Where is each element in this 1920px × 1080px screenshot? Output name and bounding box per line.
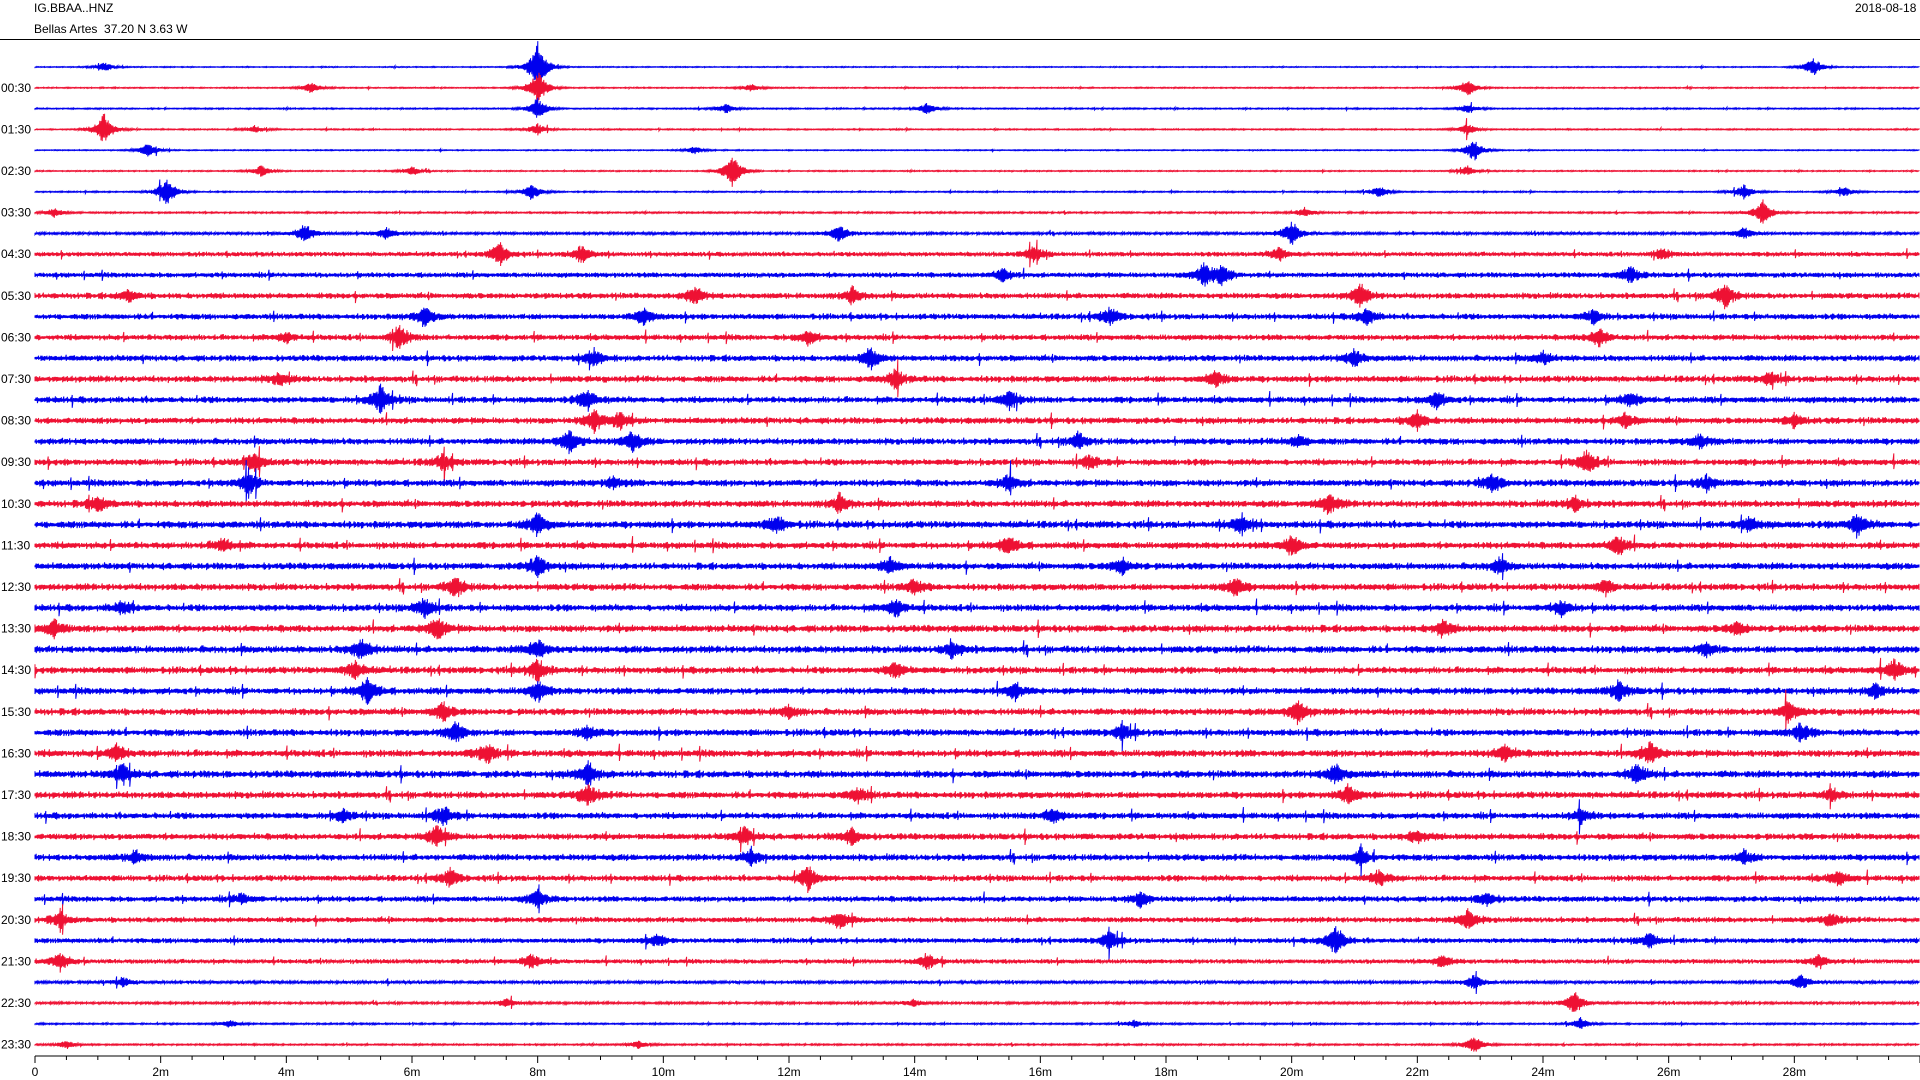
x-tick-label: 0 bbox=[32, 1065, 39, 1079]
trace-21:30 bbox=[34, 952, 1920, 973]
x-tick-label: 4m bbox=[278, 1065, 295, 1079]
x-tick-label: 8m bbox=[529, 1065, 546, 1079]
row-label-00:30: 00:30 bbox=[1, 81, 31, 95]
header-divider bbox=[0, 39, 1920, 40]
station-location: Bellas Artes 37.20 N 3.63 W bbox=[34, 22, 188, 36]
trace-23:30 bbox=[34, 1037, 1920, 1052]
row-label-15:30: 15:30 bbox=[1, 705, 31, 719]
row-label-13:30: 13:30 bbox=[1, 622, 31, 636]
x-tick-label: 24m bbox=[1531, 1065, 1554, 1079]
trace-13:00 bbox=[34, 597, 1920, 620]
trace-00:30 bbox=[34, 72, 1920, 103]
x-tick-label: 28m bbox=[1783, 1065, 1806, 1079]
trace-18:30 bbox=[34, 825, 1920, 853]
x-tick-label: 26m bbox=[1657, 1065, 1680, 1079]
row-label-21:30: 21:30 bbox=[1, 954, 31, 968]
x-tick-label: 20m bbox=[1280, 1065, 1303, 1079]
row-label-09:30: 09:30 bbox=[1, 455, 31, 469]
row-label-01:30: 01:30 bbox=[1, 122, 31, 136]
trace-19:30 bbox=[34, 866, 1920, 894]
x-tick-label: 6m bbox=[404, 1065, 421, 1079]
row-label-03:30: 03:30 bbox=[1, 206, 31, 220]
trace-02:30 bbox=[34, 157, 1920, 187]
trace-07:00 bbox=[34, 346, 1920, 371]
trace-19:00 bbox=[34, 843, 1920, 879]
row-label-group: 00:30 01:30 02:30 03:30 04:30 05:30 06:30 07:30… bbox=[1, 81, 31, 1052]
trace-03:30 bbox=[34, 199, 1920, 224]
trace-20:00 bbox=[34, 884, 1920, 914]
x-tick-label: 10m bbox=[652, 1065, 675, 1079]
row-label-16:30: 16:30 bbox=[1, 746, 31, 760]
trace-08:00 bbox=[34, 383, 1920, 414]
row-label-22:30: 22:30 bbox=[1, 996, 31, 1010]
trace-03:00 bbox=[34, 179, 1920, 204]
x-tick-label: 16m bbox=[1029, 1065, 1052, 1079]
trace-08:30 bbox=[34, 409, 1920, 435]
row-label-11:30: 11:30 bbox=[1, 538, 30, 552]
trace-06:00 bbox=[34, 306, 1920, 328]
row-label-10:30: 10:30 bbox=[1, 497, 31, 511]
trace-04:00 bbox=[34, 221, 1920, 245]
trace-22:30 bbox=[34, 992, 1920, 1012]
trace-11:00 bbox=[34, 512, 1920, 539]
row-label-12:30: 12:30 bbox=[1, 580, 31, 594]
row-label-17:30: 17:30 bbox=[1, 788, 31, 802]
row-label-19:30: 19:30 bbox=[1, 871, 31, 885]
trace-07:30 bbox=[34, 359, 1920, 398]
trace-13:30 bbox=[34, 618, 1920, 640]
trace-20:30 bbox=[34, 904, 1920, 935]
trace-06:30 bbox=[34, 324, 1920, 352]
row-label-04:30: 04:30 bbox=[1, 247, 31, 261]
x-tick-label: 12m bbox=[777, 1065, 800, 1079]
row-label-06:30: 06:30 bbox=[1, 330, 31, 344]
trace-16:00 bbox=[34, 719, 1920, 752]
trace-11:30 bbox=[34, 534, 1920, 556]
trace-17:00 bbox=[34, 760, 1920, 789]
trace-05:30 bbox=[34, 283, 1920, 310]
trace-group bbox=[34, 41, 1920, 1052]
trace-04:30 bbox=[34, 239, 1920, 268]
trace-02:00 bbox=[34, 141, 1920, 161]
trace-15:30 bbox=[34, 689, 1920, 730]
trace-22:00 bbox=[34, 970, 1920, 995]
trace-09:00 bbox=[34, 430, 1920, 455]
row-label-08:30: 08:30 bbox=[1, 414, 31, 428]
trace-16:30 bbox=[34, 741, 1920, 765]
trace-01:00 bbox=[34, 97, 1920, 118]
trace-10:00 bbox=[34, 460, 1920, 502]
trace-17:30 bbox=[34, 783, 1920, 810]
trace-09:30 bbox=[34, 446, 1920, 485]
x-tick-label: 18m bbox=[1154, 1065, 1177, 1079]
row-label-14:30: 14:30 bbox=[1, 663, 31, 677]
trace-15:00 bbox=[34, 677, 1920, 705]
trace-18:00 bbox=[34, 799, 1920, 835]
trace-12:30 bbox=[34, 577, 1920, 598]
row-label-23:30: 23:30 bbox=[1, 1038, 31, 1052]
trace-21:00 bbox=[34, 926, 1920, 962]
trace-00:00 bbox=[34, 41, 1920, 84]
row-label-20:30: 20:30 bbox=[1, 913, 31, 927]
time-axis: 0 2m 4m 6m 8m 10m 12m 14m 16m 18m 20m 22m 24m 26m 28m bbox=[32, 1055, 1920, 1079]
plot-date: 2018-08-18 bbox=[1855, 1, 1917, 15]
row-label-18:30: 18:30 bbox=[1, 830, 31, 844]
trace-23:00 bbox=[34, 1016, 1920, 1029]
trace-10:30 bbox=[34, 491, 1920, 515]
trace-01:30 bbox=[34, 113, 1920, 142]
x-tick-label: 22m bbox=[1406, 1065, 1429, 1079]
x-tick-label: 14m bbox=[903, 1065, 926, 1079]
station-code: IG.BBAA..HNZ bbox=[34, 1, 114, 15]
trace-05:00 bbox=[34, 262, 1920, 287]
trace-12:00 bbox=[34, 553, 1920, 581]
row-label-02:30: 02:30 bbox=[1, 164, 31, 178]
trace-14:00 bbox=[34, 638, 1920, 660]
x-tick-label: 2m bbox=[152, 1065, 169, 1079]
row-label-05:30: 05:30 bbox=[1, 289, 31, 303]
row-label-07:30: 07:30 bbox=[1, 372, 31, 386]
trace-14:30 bbox=[34, 657, 1920, 684]
